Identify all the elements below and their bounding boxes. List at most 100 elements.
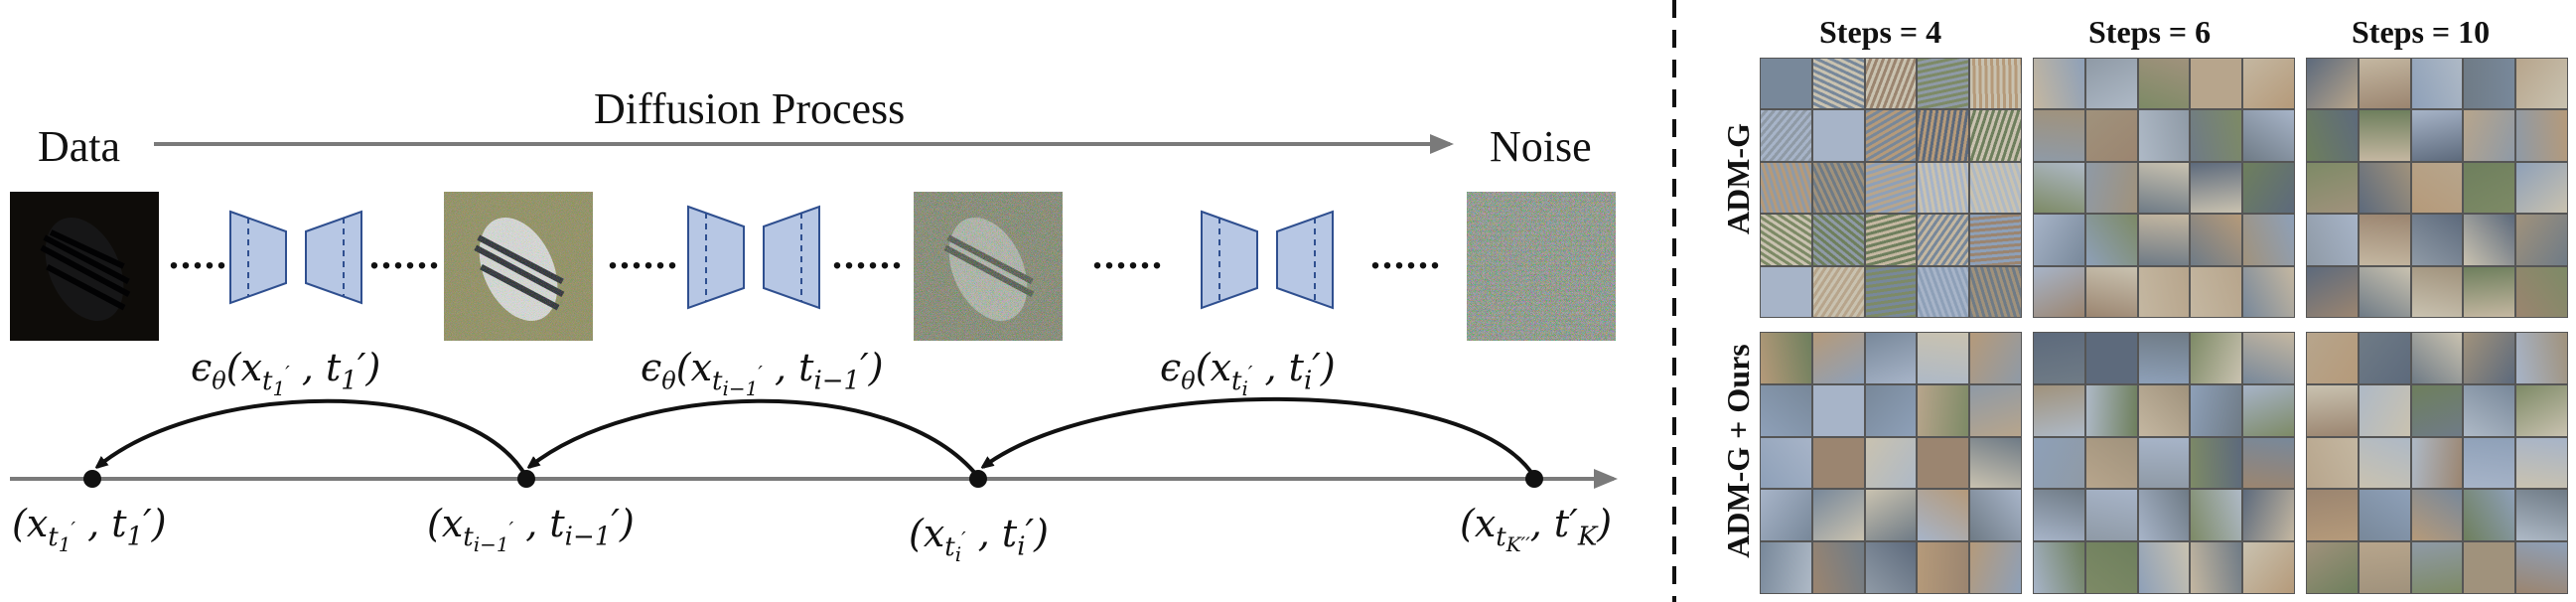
node-4 — [1525, 470, 1543, 488]
ellipsis-5: ...... — [1092, 232, 1164, 277]
sample-thumbnail — [2516, 490, 2567, 541]
sample-thumbnail — [2411, 437, 2463, 489]
sample-thumbnail — [1865, 110, 1917, 161]
sample-thumbnail — [2138, 333, 2190, 383]
sample-thumbnail — [1918, 162, 1969, 214]
sample-thumbnail — [2138, 542, 2190, 593]
sample-thumbnail — [2359, 266, 2410, 317]
eps-label-2: ϵθ(xti−1′ , ti−1′) — [641, 346, 884, 400]
sample-thumbnail — [2464, 266, 2515, 317]
state-label-4: (xtK′′, t′K) — [1460, 502, 1613, 556]
sample-grid-ours-steps4 — [1760, 332, 2022, 594]
sample-thumbnail — [1761, 490, 1811, 541]
sample-thumbnail — [1918, 215, 1969, 265]
sample-thumbnail — [2516, 333, 2567, 383]
sample-thumbnail — [2191, 333, 2242, 383]
sample-thumbnail — [2191, 266, 2242, 317]
sample-thumbnail — [1812, 333, 1864, 383]
sample-thumbnail — [2034, 384, 2084, 436]
sample-thumbnail — [2191, 542, 2242, 593]
noise-label: Noise — [1490, 122, 1592, 171]
sample-thumbnail — [1812, 59, 1864, 109]
sample-thumbnail — [2359, 110, 2410, 161]
sample-thumbnail — [2464, 110, 2515, 161]
sample-thumbnail — [1761, 437, 1811, 489]
sample-thumbnail — [1970, 333, 2021, 383]
sample-thumbnail — [2307, 110, 2358, 161]
noise-image — [1467, 192, 1616, 341]
sample-thumbnail — [2307, 542, 2358, 593]
sample-thumbnail — [1918, 59, 1969, 109]
noisy-image-2 — [914, 192, 1063, 341]
node-2 — [517, 470, 535, 488]
sample-thumbnail — [2516, 266, 2567, 317]
state-label-3: (xti′ , ti′) — [909, 512, 1049, 566]
denoise-arrow-2 — [529, 398, 980, 479]
sample-thumbnail — [2034, 59, 2084, 109]
sample-thumbnail — [2034, 490, 2084, 541]
sample-thumbnail — [2464, 542, 2515, 593]
sample-thumbnail — [2359, 384, 2410, 436]
sample-thumbnail — [2085, 266, 2137, 317]
sample-thumbnail — [1918, 333, 1969, 383]
sample-grid-ours-steps6 — [2033, 332, 2295, 594]
process-label: Diffusion Process — [594, 84, 906, 133]
sample-thumbnail — [2516, 162, 2567, 214]
sample-thumbnail — [2034, 162, 2084, 214]
sample-thumbnail — [1970, 542, 2021, 593]
node-3 — [969, 470, 987, 488]
sample-thumbnail — [2307, 215, 2358, 265]
sample-thumbnail — [2138, 384, 2190, 436]
sample-thumbnail — [2034, 542, 2084, 593]
sample-thumbnail — [2191, 59, 2242, 109]
sample-thumbnail — [2411, 59, 2463, 109]
sample-thumbnail — [2191, 162, 2242, 214]
sample-thumbnail — [2034, 333, 2084, 383]
sample-thumbnail — [1918, 266, 1969, 317]
sample-thumbnail — [2085, 490, 2137, 541]
sample-thumbnail — [2085, 215, 2137, 265]
sample-thumbnail — [1970, 384, 2021, 436]
sample-thumbnail — [2243, 542, 2294, 593]
sample-thumbnail — [1970, 59, 2021, 109]
network-2-icon — [687, 205, 820, 310]
sample-thumbnail — [2464, 490, 2515, 541]
sample-thumbnail — [2307, 437, 2358, 489]
sample-thumbnail — [1812, 215, 1864, 265]
sample-thumbnail — [2359, 490, 2410, 541]
sample-thumbnail — [2034, 215, 2084, 265]
sample-grid-admg-steps10 — [2306, 58, 2568, 318]
sample-thumbnail — [1865, 384, 1917, 436]
eps-label-1: ϵθ(xt1′ , t1′) — [191, 346, 381, 400]
sample-thumbnail — [2359, 59, 2410, 109]
network-1-icon — [229, 210, 362, 305]
sample-thumbnail — [1865, 162, 1917, 214]
network-3-icon — [1201, 210, 1334, 310]
sample-thumbnail — [2034, 437, 2084, 489]
sample-thumbnail — [2243, 215, 2294, 265]
sample-thumbnail — [1812, 490, 1864, 541]
sample-thumbnail — [2359, 215, 2410, 265]
sample-grid-admg-steps4 — [1760, 58, 2022, 318]
sample-thumbnail — [1970, 490, 2021, 541]
sample-thumbnail — [2085, 437, 2137, 489]
sample-thumbnail — [2085, 333, 2137, 383]
sample-thumbnail — [2411, 162, 2463, 214]
sample-thumbnail — [2464, 384, 2515, 436]
noisy-image-1 — [444, 192, 593, 341]
sample-thumbnail — [1761, 266, 1811, 317]
sample-thumbnail — [1812, 162, 1864, 214]
sample-thumbnail — [2191, 490, 2242, 541]
sample-thumbnail — [1761, 59, 1811, 109]
sample-thumbnail — [2191, 215, 2242, 265]
sample-thumbnail — [2085, 110, 2137, 161]
sample-thumbnail — [1865, 542, 1917, 593]
sample-thumbnail — [1812, 110, 1864, 161]
sample-thumbnail — [1970, 437, 2021, 489]
sample-thumbnail — [1970, 215, 2021, 265]
sample-grid-admg-steps6 — [2033, 58, 2295, 318]
sample-thumbnail — [2085, 542, 2137, 593]
sample-thumbnail — [2138, 162, 2190, 214]
data-label: Data — [38, 122, 121, 171]
